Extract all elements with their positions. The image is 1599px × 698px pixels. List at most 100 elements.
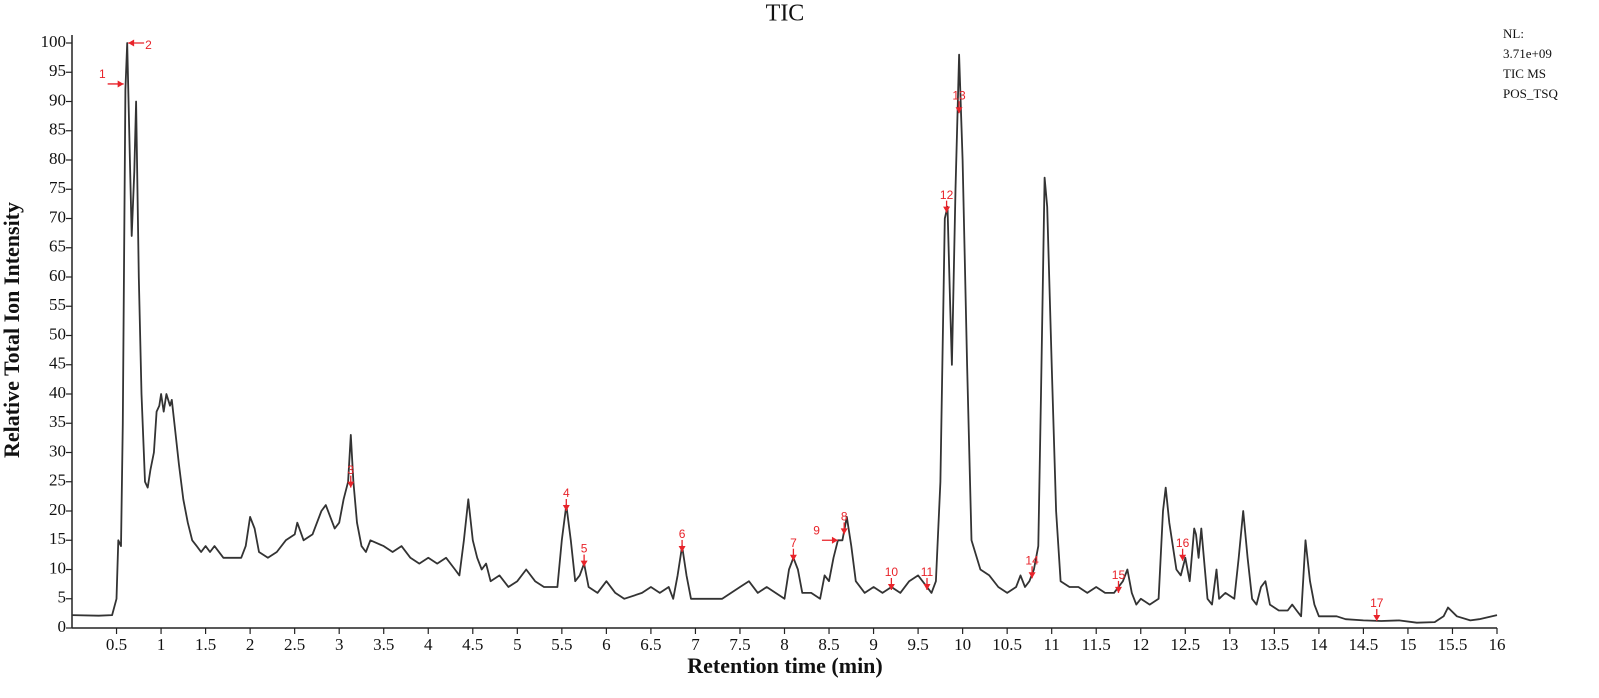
y-tick-label: 50 (49, 324, 66, 343)
x-tick-label: 5.5 (551, 635, 572, 654)
y-tick-label: 5 (58, 588, 67, 607)
peak-label: 8 (841, 510, 848, 524)
x-tick-label: 14 (1310, 635, 1328, 654)
peak-arrow-head (887, 583, 895, 590)
peak-marker (840, 522, 848, 535)
y-tick-label: 20 (49, 500, 66, 519)
peak-marker (943, 200, 951, 213)
x-tick-label: 8.5 (818, 635, 839, 654)
peak-label: 16 (1176, 536, 1190, 550)
peak-label: 11 (921, 565, 934, 579)
x-tick-label: 9.5 (907, 635, 928, 654)
x-tick-label: 4 (424, 635, 433, 654)
peak-arrow-head (347, 481, 355, 488)
x-tick-label: 10.5 (992, 635, 1022, 654)
peak-arrow-head (117, 80, 124, 88)
peak-arrow-head (1373, 614, 1381, 621)
peak-label: 13 (952, 88, 966, 102)
y-tick-label: 25 (49, 471, 66, 490)
peak-arrow-head (923, 583, 931, 590)
x-tick-label: 1 (157, 635, 166, 654)
y-tick-label: 100 (41, 32, 67, 51)
chart-title: TIC (766, 1, 805, 27)
peak-marker (1373, 608, 1381, 621)
peak-arrow-head (831, 536, 838, 544)
peak-marker (821, 536, 838, 544)
x-tick-label: 2 (246, 635, 255, 654)
peak-arrow-head (840, 528, 848, 535)
peak-arrow-head (562, 505, 570, 511)
y-tick-label: 65 (49, 237, 66, 256)
x-tick-label: 10 (954, 635, 971, 654)
peak-arrow-head (580, 560, 588, 567)
x-tick-label: 12 (1132, 635, 1149, 654)
peak-label: 4 (563, 486, 570, 500)
x-tick-label: 6 (602, 635, 611, 654)
peak-label: 7 (790, 536, 797, 550)
x-tick-label: 4.5 (462, 635, 483, 654)
note-line: 3.71e+09 (1503, 46, 1552, 61)
peak-marker (678, 539, 686, 552)
y-tick-label: 90 (49, 90, 66, 109)
peak-label: 14 (1025, 553, 1039, 567)
peak-arrow-head (943, 206, 951, 213)
peak-label: 2 (145, 38, 152, 52)
peak-label: 6 (679, 527, 686, 541)
y-tick-label: 70 (49, 207, 66, 226)
y-tick-label: 30 (49, 441, 66, 460)
x-tick-label: 9 (869, 635, 878, 654)
peak-arrow-head (955, 107, 963, 114)
peak-marker (128, 39, 145, 47)
x-tick-label: 1.5 (195, 635, 216, 654)
x-tick-label: 15.5 (1438, 635, 1468, 654)
peak-arrow-head (789, 554, 797, 561)
x-tick-label: 11 (1044, 635, 1060, 654)
peak-arrow-head (128, 39, 135, 47)
y-tick-label: 55 (49, 295, 66, 314)
y-tick-label: 45 (49, 354, 66, 373)
x-tick-label: 13 (1221, 635, 1238, 654)
peak-arrow-head (1028, 572, 1036, 579)
note-line: NL: (1503, 26, 1524, 41)
x-tick-label: 7 (691, 635, 700, 654)
note-line: TIC MS (1503, 66, 1546, 81)
x-tick-label: 3.5 (373, 635, 394, 654)
peak-marker (562, 499, 570, 511)
y-tick-label: 85 (49, 120, 66, 139)
x-tick-label: 8 (780, 635, 789, 654)
x-tick-label: 13.5 (1259, 635, 1289, 654)
peak-label: 9 (813, 523, 820, 537)
peak-marker (580, 554, 588, 567)
y-tick-label: 35 (49, 412, 66, 431)
y-tick-label: 10 (49, 558, 66, 577)
x-axis-label: Retention time (min) (687, 653, 883, 678)
x-tick-label: 6.5 (640, 635, 661, 654)
peak-label: 1 (99, 67, 106, 81)
peak-label: 5 (581, 542, 588, 556)
x-tick-label: 7.5 (729, 635, 750, 654)
y-axis-label: Relative Total Ion Intensity (0, 202, 24, 458)
y-tick-label: 0 (58, 617, 67, 636)
peak-label: 15 (1112, 568, 1126, 582)
peak-label: 12 (940, 188, 954, 202)
x-tick-label: 12.5 (1170, 635, 1200, 654)
peak-label: 17 (1370, 596, 1384, 610)
x-tick-label: 2.5 (284, 635, 305, 654)
y-tick-label: 75 (49, 178, 66, 197)
x-tick-label: 3 (335, 635, 344, 654)
peak-marker (1028, 566, 1036, 579)
peak-marker (887, 577, 895, 590)
peak-arrow-head (678, 545, 686, 552)
x-tick-label: 5 (513, 635, 522, 654)
tic-trace (71, 42, 1498, 624)
x-tick-label: 16 (1489, 635, 1506, 654)
y-tick-label: 60 (49, 266, 66, 285)
y-tick-label: 15 (49, 529, 66, 548)
peak-marker (789, 548, 797, 561)
x-tick-label: 0.5 (106, 635, 127, 654)
peak-marker (107, 80, 124, 88)
note-line: POS_TSQ (1503, 86, 1559, 101)
x-tick-label: 11.5 (1082, 635, 1111, 654)
peak-marker (955, 101, 963, 114)
